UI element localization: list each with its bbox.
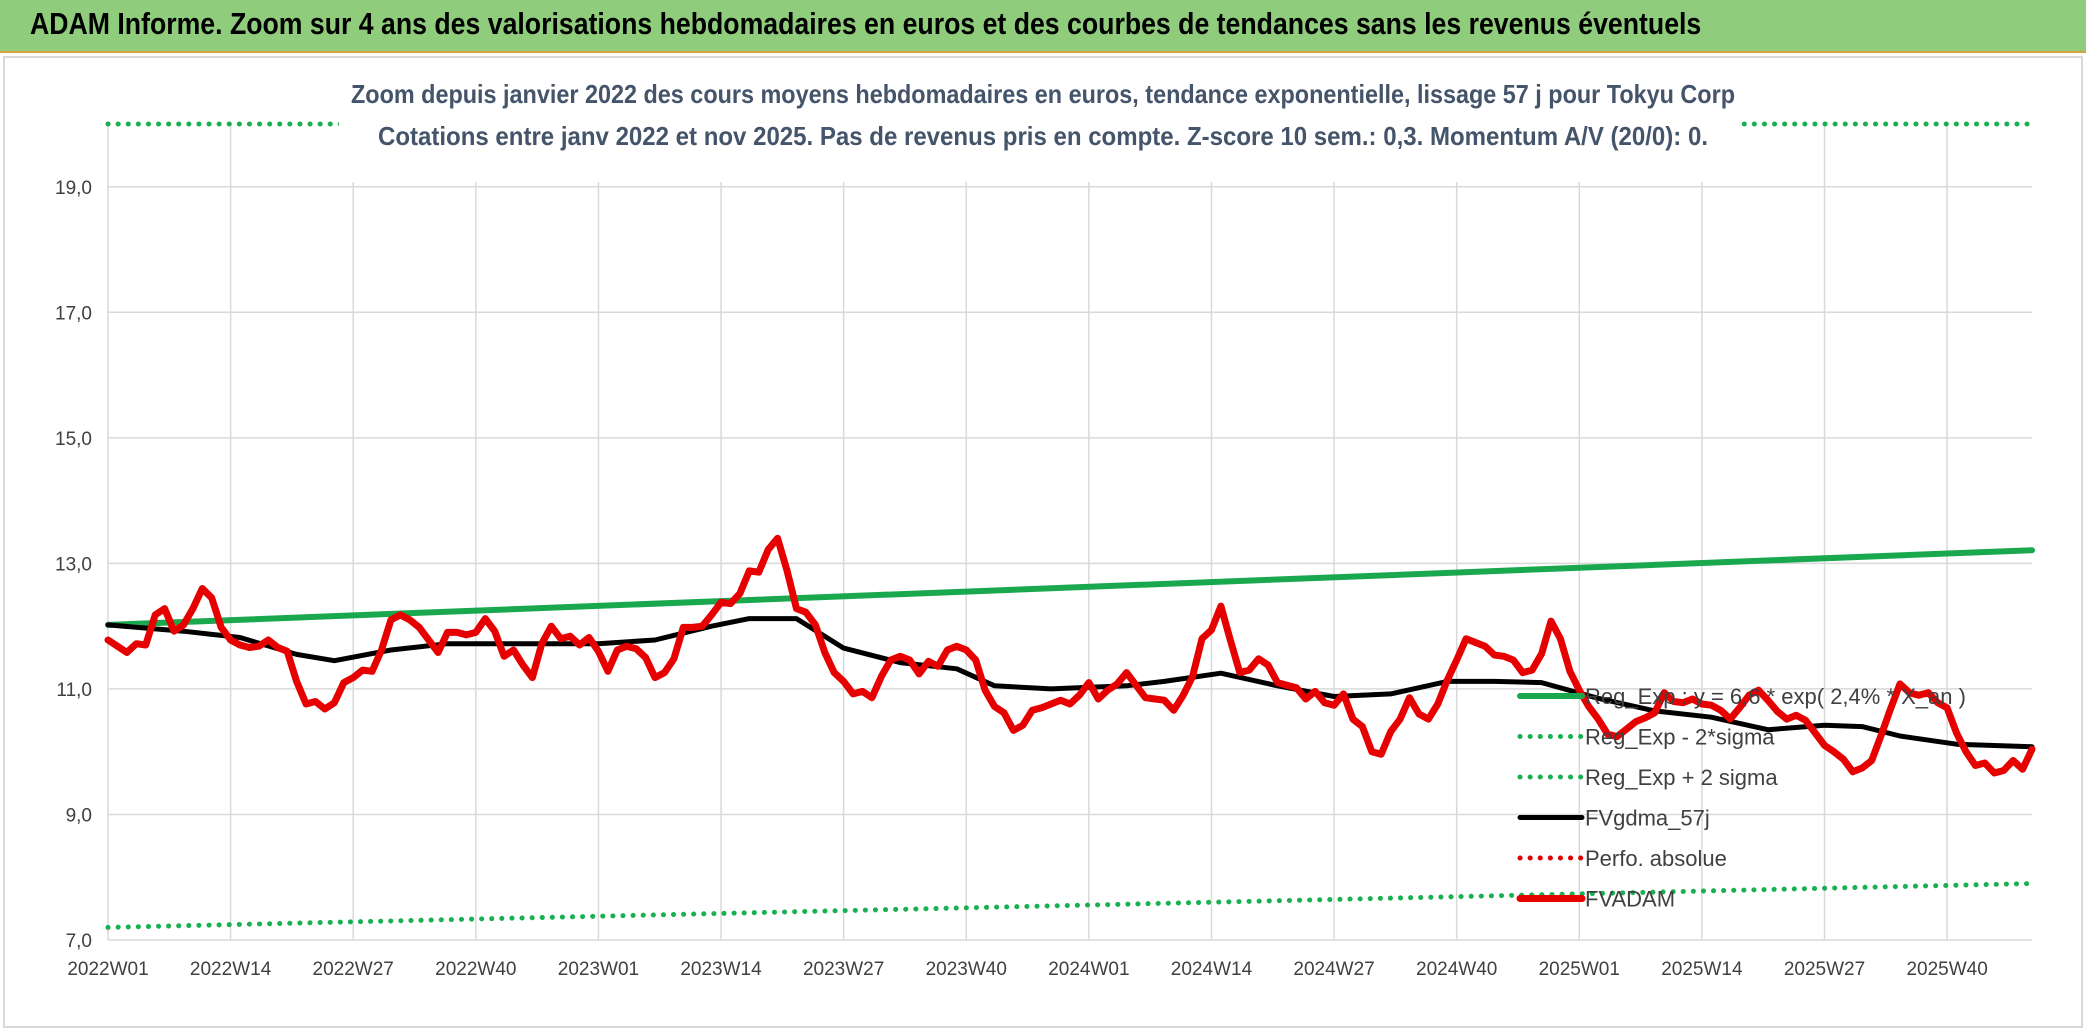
chart-title-line: Zoom depuis janvier 2022 des cours moyen… bbox=[351, 79, 1735, 109]
chart-frame: Zoom depuis janvier 2022 des cours moyen… bbox=[3, 56, 2083, 1028]
y-tick-label: 11,0 bbox=[56, 680, 92, 701]
legend-label: Reg_Exp : y = 6,6 * exp( 2,4% * X_an ) bbox=[1585, 684, 1966, 709]
y-tick-label: 15,0 bbox=[55, 429, 92, 450]
legend-label: FVADAM bbox=[1585, 887, 1675, 912]
page-header: ADAM Informe. Zoom sur 4 ans des valoris… bbox=[0, 0, 2086, 53]
x-tick-label: 2023W40 bbox=[926, 959, 1007, 980]
x-tick-label: 2022W40 bbox=[435, 959, 516, 980]
x-tick-label: 2022W14 bbox=[190, 959, 272, 980]
x-tick-label: 2024W01 bbox=[1048, 959, 1129, 980]
series-line-0 bbox=[105, 547, 2035, 628]
x-tick-label: 2023W27 bbox=[803, 959, 884, 980]
chart: Zoom depuis janvier 2022 des cours moyen… bbox=[5, 58, 2081, 1026]
y-tick-label: 19,0 bbox=[55, 178, 92, 199]
series-line-1 bbox=[105, 881, 2035, 930]
x-tick-label: 2023W14 bbox=[680, 959, 762, 980]
legend-label: Reg_Exp + 2 sigma bbox=[1585, 765, 1778, 790]
legend-label: FVgdma_57j bbox=[1585, 806, 1710, 831]
series-line-5 bbox=[104, 534, 2036, 777]
axes: 7,0 9,0 11,0 13,0 15,0 17,0 19,0 2022W01 2022W14… bbox=[55, 178, 1988, 980]
x-tick-label: 2025W14 bbox=[1661, 959, 1743, 980]
y-tick-label: 7,0 bbox=[66, 931, 92, 952]
x-tick-label: 2025W40 bbox=[1906, 959, 1987, 980]
x-tick-label: 2024W27 bbox=[1293, 959, 1374, 980]
legend: Reg_Exp : y = 6,6 * exp( 2,4% * X_an ) Re… bbox=[1516, 684, 1966, 912]
x-tick-label: 2025W27 bbox=[1784, 959, 1865, 980]
y-tick-label: 17,0 bbox=[55, 303, 92, 324]
legend-label: Reg_Exp - 2*sigma bbox=[1585, 725, 1775, 750]
x-tick-label: 2022W01 bbox=[67, 959, 148, 980]
chart-title-line: Cotations entre janv 2022 et nov 2025. P… bbox=[378, 121, 1708, 151]
legend-label: Perfo. absolue bbox=[1585, 846, 1727, 871]
y-tick-label: 9,0 bbox=[66, 805, 92, 826]
x-tick-label: 2023W01 bbox=[558, 959, 639, 980]
chart-background bbox=[5, 58, 2081, 1026]
grid bbox=[107, 124, 2032, 941]
x-tick-label: 2024W14 bbox=[1171, 959, 1253, 980]
chart-title: Zoom depuis janvier 2022 des cours moyen… bbox=[339, 66, 1741, 182]
x-tick-label: 2024W40 bbox=[1416, 959, 1497, 980]
x-tick-label: 2022W27 bbox=[313, 959, 394, 980]
y-tick-label: 13,0 bbox=[55, 554, 92, 575]
page-header-title: ADAM Informe. Zoom sur 4 ans des valoris… bbox=[30, 6, 1702, 41]
x-tick-label: 2025W01 bbox=[1539, 959, 1620, 980]
chart-title-background bbox=[339, 66, 1741, 182]
